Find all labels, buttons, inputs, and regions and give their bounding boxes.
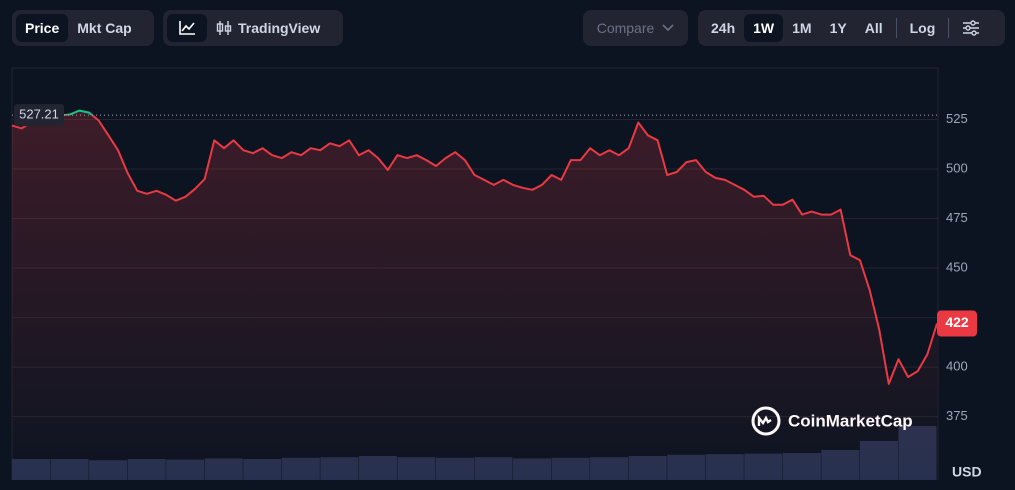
- volume-bar: [898, 426, 937, 480]
- watermark-text: CoinMarketCap: [788, 411, 913, 430]
- volume-bar: [127, 459, 166, 480]
- reference-label: 527.21: [19, 107, 59, 122]
- volume-bar: [89, 460, 128, 480]
- range-button[interactable]: 24h: [711, 20, 736, 36]
- volume-bar: [821, 450, 860, 480]
- volume-bar: [166, 459, 205, 480]
- volume-bar: [358, 456, 397, 480]
- plot-border: [11, 67, 939, 480]
- range-button[interactable]: 1M: [792, 20, 812, 36]
- y-tick-label: 450: [946, 259, 968, 274]
- y-tick-label: 425: [946, 309, 968, 324]
- watermark: CoinMarketCap: [751, 406, 913, 436]
- metric-toggle: Price Mkt Cap: [12, 10, 154, 46]
- range-toggle: 24h 1W 1M 1Y All Log: [698, 10, 1005, 46]
- unit-label: USD: [952, 464, 982, 480]
- volume-bar: [435, 457, 474, 480]
- price-line: [11, 109, 938, 385]
- price-label: 422: [945, 314, 969, 330]
- chart-style: TradingView: [163, 10, 343, 46]
- tradingview-label: TradingView: [238, 20, 321, 36]
- range-button[interactable]: 1Y: [829, 20, 847, 36]
- volume-bar: [705, 454, 744, 480]
- volume-bar: [628, 456, 667, 480]
- volume-bar: [12, 459, 51, 480]
- y-tick-label: 525: [946, 111, 968, 126]
- volume-bar: [667, 454, 706, 480]
- volume-bar: [474, 457, 513, 480]
- price-area: [12, 110, 937, 480]
- volume-bar: [281, 457, 320, 480]
- volume-bar: [243, 459, 282, 480]
- separator: [895, 18, 897, 38]
- volume-bar: [204, 458, 243, 480]
- compare-button[interactable]: Compare: [583, 10, 688, 46]
- settings-icon: [963, 20, 980, 36]
- volume-bar: [782, 453, 821, 480]
- volume-bar: [859, 441, 898, 480]
- range-button[interactable]: 1W: [744, 14, 784, 42]
- volume-bar: [590, 457, 629, 480]
- reference-label-box: [14, 104, 64, 127]
- volume-bar: [551, 457, 590, 480]
- log-button[interactable]: Log: [909, 20, 936, 36]
- volume-bar: [744, 453, 783, 480]
- y-tick-label: 400: [946, 359, 968, 374]
- tradingview-button[interactable]: TradingView: [207, 14, 329, 42]
- settings-button[interactable]: [953, 14, 989, 42]
- separator: [948, 18, 950, 38]
- chevron-icon: [662, 24, 674, 32]
- compare-label: Compare: [596, 20, 655, 36]
- y-tick-label: 375: [946, 408, 968, 423]
- y-tick-label: 475: [946, 210, 968, 225]
- volume-bar: [50, 459, 89, 480]
- volume-bar: [397, 457, 436, 480]
- line-chart-button[interactable]: [167, 14, 207, 42]
- volume-bar: [513, 458, 552, 480]
- price-label-box: [937, 310, 977, 337]
- line-icon: [179, 21, 195, 35]
- volume-bar: [320, 457, 359, 480]
- metric-button[interactable]: Mkt Cap: [77, 20, 132, 36]
- y-tick-label: 500: [946, 160, 968, 175]
- candle-icon: [216, 21, 232, 35]
- range-button[interactable]: All: [864, 20, 883, 36]
- metric-button[interactable]: Price: [16, 14, 69, 42]
